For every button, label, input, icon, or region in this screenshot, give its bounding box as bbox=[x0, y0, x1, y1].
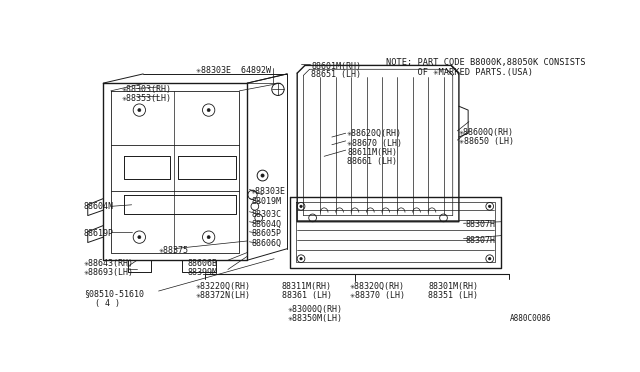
Text: ✳83000Q(RH): ✳83000Q(RH) bbox=[288, 305, 343, 314]
Circle shape bbox=[138, 109, 141, 112]
Text: §08510-51610: §08510-51610 bbox=[84, 289, 144, 298]
Text: ✳88320Q(RH): ✳88320Q(RH) bbox=[349, 282, 404, 291]
Text: ✳88600Q(RH): ✳88600Q(RH) bbox=[459, 128, 514, 137]
Text: 88605P: 88605P bbox=[251, 230, 281, 238]
Text: ✳88370 (LH): ✳88370 (LH) bbox=[349, 291, 404, 300]
Text: 88399M: 88399M bbox=[188, 268, 218, 277]
Text: ✳88303(RH): ✳88303(RH) bbox=[122, 85, 172, 94]
Text: 88606Q: 88606Q bbox=[251, 239, 281, 248]
Text: ✳88353(LH): ✳88353(LH) bbox=[122, 94, 172, 103]
Text: 88307H: 88307H bbox=[465, 235, 495, 245]
Text: 88307H: 88307H bbox=[465, 220, 495, 229]
Text: 88661 (LH): 88661 (LH) bbox=[348, 157, 397, 166]
Circle shape bbox=[300, 205, 302, 208]
Text: ✳88670 (LH): ✳88670 (LH) bbox=[348, 139, 403, 148]
Circle shape bbox=[488, 205, 491, 208]
Text: NOTE; PART CODE B8000K,88050K CONSISTS: NOTE; PART CODE B8000K,88050K CONSISTS bbox=[386, 58, 585, 67]
Text: ✳88375: ✳88375 bbox=[159, 246, 189, 256]
Text: ✳83220Q(RH): ✳83220Q(RH) bbox=[196, 282, 251, 291]
Text: ✳88303E: ✳88303E bbox=[251, 187, 286, 196]
Text: 88606B: 88606B bbox=[188, 259, 218, 268]
Text: ✳88620Q(RH): ✳88620Q(RH) bbox=[348, 129, 403, 138]
Text: ✳88643(RH): ✳88643(RH) bbox=[84, 259, 134, 268]
Text: 88351 (LH): 88351 (LH) bbox=[428, 291, 478, 300]
Circle shape bbox=[300, 257, 302, 260]
Text: 88303C: 88303C bbox=[251, 210, 281, 219]
Text: 88361 (LH): 88361 (LH) bbox=[282, 291, 332, 300]
Circle shape bbox=[261, 174, 264, 177]
Text: 88604N: 88604N bbox=[84, 202, 114, 212]
Text: ✳88650 (LH): ✳88650 (LH) bbox=[459, 137, 514, 146]
Text: ✳88303E  64892W: ✳88303E 64892W bbox=[196, 66, 271, 75]
Text: 88604Q: 88604Q bbox=[251, 220, 281, 229]
Circle shape bbox=[207, 235, 210, 239]
Circle shape bbox=[207, 109, 210, 112]
Text: 88019M: 88019M bbox=[251, 197, 281, 206]
Text: 88619P: 88619P bbox=[84, 230, 114, 238]
Text: 88301M(RH): 88301M(RH) bbox=[428, 282, 478, 291]
Text: 88601M(RH): 88601M(RH) bbox=[311, 62, 361, 71]
Text: ( 4 ): ( 4 ) bbox=[95, 299, 120, 308]
Text: 88611M(RH): 88611M(RH) bbox=[348, 148, 397, 157]
Text: ✳88350M(LH): ✳88350M(LH) bbox=[288, 314, 343, 323]
Text: ✳88693(LH): ✳88693(LH) bbox=[84, 268, 134, 277]
Circle shape bbox=[488, 257, 491, 260]
Circle shape bbox=[138, 235, 141, 239]
Text: 88311M(RH): 88311M(RH) bbox=[282, 282, 332, 291]
Text: OF ✳MARKED PARTS.(USA): OF ✳MARKED PARTS.(USA) bbox=[386, 68, 532, 77]
Text: A880C0086: A880C0086 bbox=[509, 314, 551, 323]
Text: ✳88372N(LH): ✳88372N(LH) bbox=[196, 291, 251, 300]
Text: 88651 (LH): 88651 (LH) bbox=[311, 70, 361, 79]
